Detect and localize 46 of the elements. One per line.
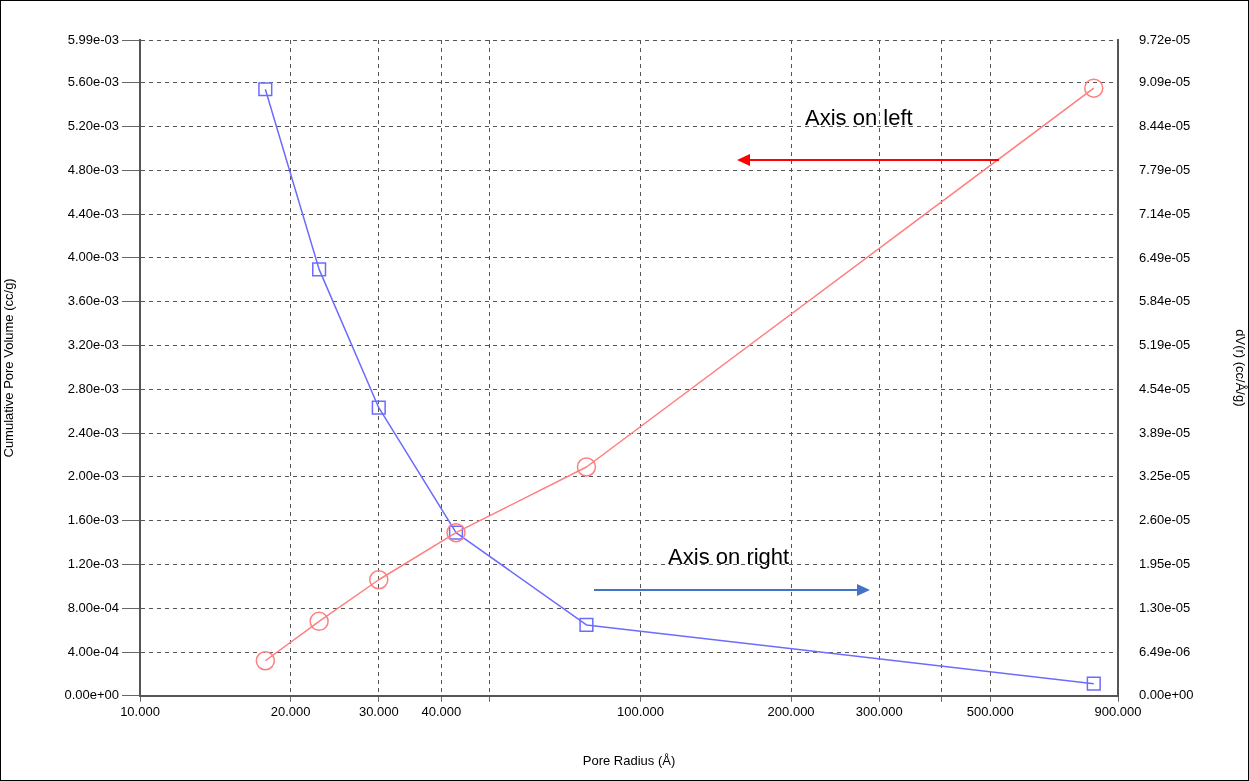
x-tick-label: 500.000 bbox=[966, 704, 1014, 720]
y2-tick-label: 5.19e-05 bbox=[1139, 337, 1191, 353]
y-tick-label: 0.00e+00 bbox=[64, 687, 119, 703]
y-axis-title: Cumulative Pore Volume (cc/g) bbox=[1, 278, 17, 458]
y-tick-label: 8.00e-04 bbox=[67, 599, 119, 615]
y-tick-label: 4.80e-03 bbox=[67, 161, 119, 177]
y2-tick-label: 2.60e-05 bbox=[1139, 511, 1191, 527]
y-tick-label: 4.40e-03 bbox=[67, 205, 119, 221]
y2-tick-label: 4.54e-05 bbox=[1139, 381, 1191, 397]
y2-tick-label: 7.79e-05 bbox=[1139, 161, 1191, 177]
x-tick-label: 200.000 bbox=[767, 704, 815, 720]
y2-axis-title: dV(r) (cc/Å/g) bbox=[1232, 329, 1248, 407]
y-tick-label: 5.60e-03 bbox=[67, 74, 119, 90]
y2-tick-label: 6.49e-05 bbox=[1139, 249, 1191, 265]
y-tick-label: 3.20e-03 bbox=[67, 337, 119, 353]
y2-tick-label: 1.30e-05 bbox=[1139, 599, 1191, 615]
x-tick-label: 20.000 bbox=[270, 704, 311, 720]
x-tick-label: 900.000 bbox=[1094, 704, 1142, 720]
y2-tick-label: 6.49e-06 bbox=[1139, 643, 1191, 659]
y2-tick-label: 8.44e-05 bbox=[1139, 117, 1191, 133]
y-tick-label: 4.00e-04 bbox=[67, 643, 119, 659]
x-axis-title: Pore Radius (Å) bbox=[582, 752, 676, 768]
y-tick-label: 2.00e-03 bbox=[67, 468, 119, 484]
y-tick-label: 5.99e-03 bbox=[67, 31, 119, 47]
y-tick-label: 1.20e-03 bbox=[67, 556, 119, 571]
y2-tick-label: 5.84e-05 bbox=[1139, 293, 1191, 309]
x-tick-label: 10.000 bbox=[120, 704, 160, 720]
annotation: Axis on left bbox=[805, 104, 913, 130]
y2-tick-label: 9.09e-05 bbox=[1139, 74, 1191, 90]
x-tick-label: 30.000 bbox=[358, 704, 399, 720]
x-tick-label: 300.000 bbox=[855, 704, 903, 720]
y-tick-label: 5.20e-03 bbox=[67, 118, 119, 134]
x-tick-label: 40.000 bbox=[421, 704, 462, 720]
y2-tick-label: 0.00e+00 bbox=[1139, 687, 1194, 703]
annotation: Axis on right bbox=[668, 544, 790, 570]
y2-tick-label: 7.14e-05 bbox=[1139, 205, 1191, 221]
x-tick-label: 100.000 bbox=[616, 704, 664, 720]
y-tick-label: 2.40e-03 bbox=[67, 424, 119, 440]
y-tick-label: 3.60e-03 bbox=[67, 293, 119, 309]
y-tick-label: 1.60e-03 bbox=[67, 512, 119, 528]
y2-tick-label: 3.25e-05 bbox=[1139, 468, 1191, 484]
y-tick-label: 2.80e-03 bbox=[67, 380, 119, 396]
y2-tick-label: 9.72e-05 bbox=[1139, 31, 1191, 47]
y-tick-label: 4.00e-03 bbox=[67, 249, 119, 265]
y2-tick-label: 3.89e-05 bbox=[1139, 424, 1191, 440]
y2-tick-label: 1.95e-05 bbox=[1139, 555, 1191, 571]
